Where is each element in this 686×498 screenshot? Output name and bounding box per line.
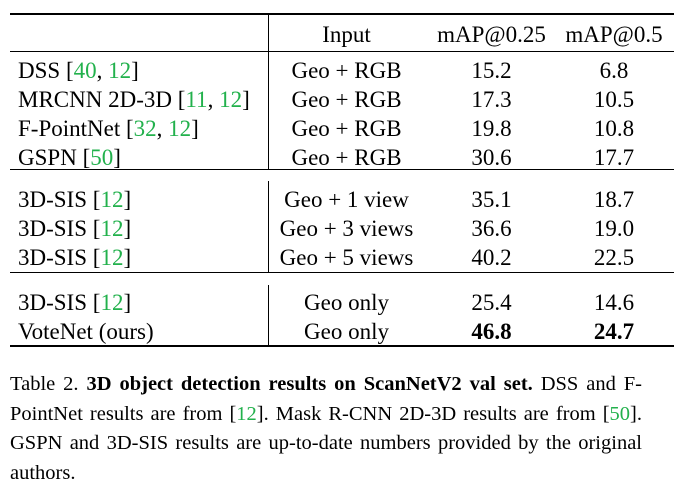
map50-cell: 19.0 <box>593 216 635 241</box>
caption-text: ]. Mask R-CNN 2D-3D results are from [ <box>256 402 610 425</box>
map25-cell: 36.6 <box>471 216 512 241</box>
map50-cell: 22.5 <box>593 245 635 270</box>
table-top-rule <box>10 13 674 15</box>
citation-link[interactable]: 12 <box>108 58 132 83</box>
citation-link[interactable]: 12 <box>100 187 124 212</box>
input-cell: Geo + RGB <box>291 87 402 112</box>
citation-link[interactable]: 32 <box>133 116 157 141</box>
header-map25: mAP@0.25 <box>437 22 546 47</box>
citation-link[interactable]: 12 <box>219 87 243 112</box>
map50-cell: 14.6 <box>593 290 635 315</box>
citation-link[interactable]: 50 <box>609 402 631 425</box>
map50-cell: 10.8 <box>593 116 635 141</box>
method-cell: 3D-SIS [12] <box>18 216 132 241</box>
method-cell: MRCNN 2D-3D [11, 12] <box>18 87 250 112</box>
citation-link[interactable]: 12 <box>100 245 124 270</box>
caption-label: Table 2. <box>10 373 79 395</box>
method-name: 3D-SIS <box>18 216 88 241</box>
method-cell: DSS [40, 12] <box>18 58 139 83</box>
map50-cell: 24.7 <box>593 319 635 344</box>
input-cell: Geo only <box>304 290 389 315</box>
input-cell: Geo + 5 views <box>279 245 414 270</box>
map25-cell: 40.2 <box>471 245 512 270</box>
citation-link[interactable]: 40 <box>73 58 97 83</box>
map25-cell: 35.1 <box>471 187 512 212</box>
caption-text: ]. GSPN and 3D-SIS results are up-to-dat… <box>10 402 642 484</box>
input-cell: Geo + 1 view <box>284 187 409 212</box>
header-rule <box>10 51 674 52</box>
citation-link[interactable]: 12 <box>100 216 124 241</box>
map25-cell: 17.3 <box>471 87 512 112</box>
input-cell: Geo + RGB <box>291 145 402 170</box>
column-separator <box>268 14 269 169</box>
map25-cell: 15.2 <box>471 58 512 83</box>
method-name: MRCNN 2D-3D <box>18 87 172 112</box>
header-input: Input <box>322 22 371 47</box>
map25-cell: 46.8 <box>471 319 512 344</box>
input-cell: Geo + RGB <box>291 116 402 141</box>
citation-link[interactable]: 11 <box>185 87 208 112</box>
citation-link[interactable]: 12 <box>236 402 257 425</box>
citation-link[interactable]: 12 <box>168 116 192 141</box>
citation-link[interactable]: 12 <box>100 290 124 315</box>
input-cell: Geo + 3 views <box>279 216 414 241</box>
method-name: F-PointNet <box>18 116 121 141</box>
input-cell: Geo only <box>304 319 389 344</box>
method-name: DSS <box>18 58 61 83</box>
method-name: 3D-SIS <box>18 290 88 315</box>
map25-cell: 19.8 <box>471 116 512 141</box>
method-cell: VoteNet (ours) <box>18 318 154 346</box>
method-cell: 3D-SIS [12] <box>18 245 132 270</box>
table-caption: Table 2. 3D object detection results on … <box>10 370 642 488</box>
input-cell: Geo + RGB <box>291 58 402 83</box>
map50-cell: 10.5 <box>593 87 635 112</box>
method-name: GSPN <box>18 145 77 170</box>
method-cell: F-PointNet [32, 12] <box>18 116 199 141</box>
citation-link[interactable]: 50 <box>90 145 114 170</box>
method-cell: GSPN [50] <box>18 145 121 170</box>
map25-cell: 30.6 <box>471 145 512 170</box>
caption-text: DSS and F-PointNet results are from [ <box>10 373 643 425</box>
group-rule-1 <box>10 169 674 170</box>
table-bottom-rule <box>10 345 674 347</box>
caption-title: 3D object detection results on ScanNetV2… <box>86 373 533 395</box>
map50-cell: 17.7 <box>593 145 635 170</box>
method-name: VoteNet (ours) <box>18 319 154 344</box>
method-name: 3D-SIS <box>18 187 88 212</box>
method-cell: 3D-SIS [12] <box>18 187 132 212</box>
map25-cell: 25.4 <box>471 290 512 315</box>
map50-cell: 18.7 <box>593 187 635 212</box>
header-map50: mAP@0.5 <box>565 22 663 47</box>
map50-cell: 6.8 <box>599 58 629 83</box>
group-rule-2 <box>10 272 674 273</box>
column-separator <box>268 181 269 272</box>
method-cell: 3D-SIS [12] <box>18 290 132 315</box>
column-separator <box>268 285 269 346</box>
method-name: 3D-SIS <box>18 245 88 270</box>
